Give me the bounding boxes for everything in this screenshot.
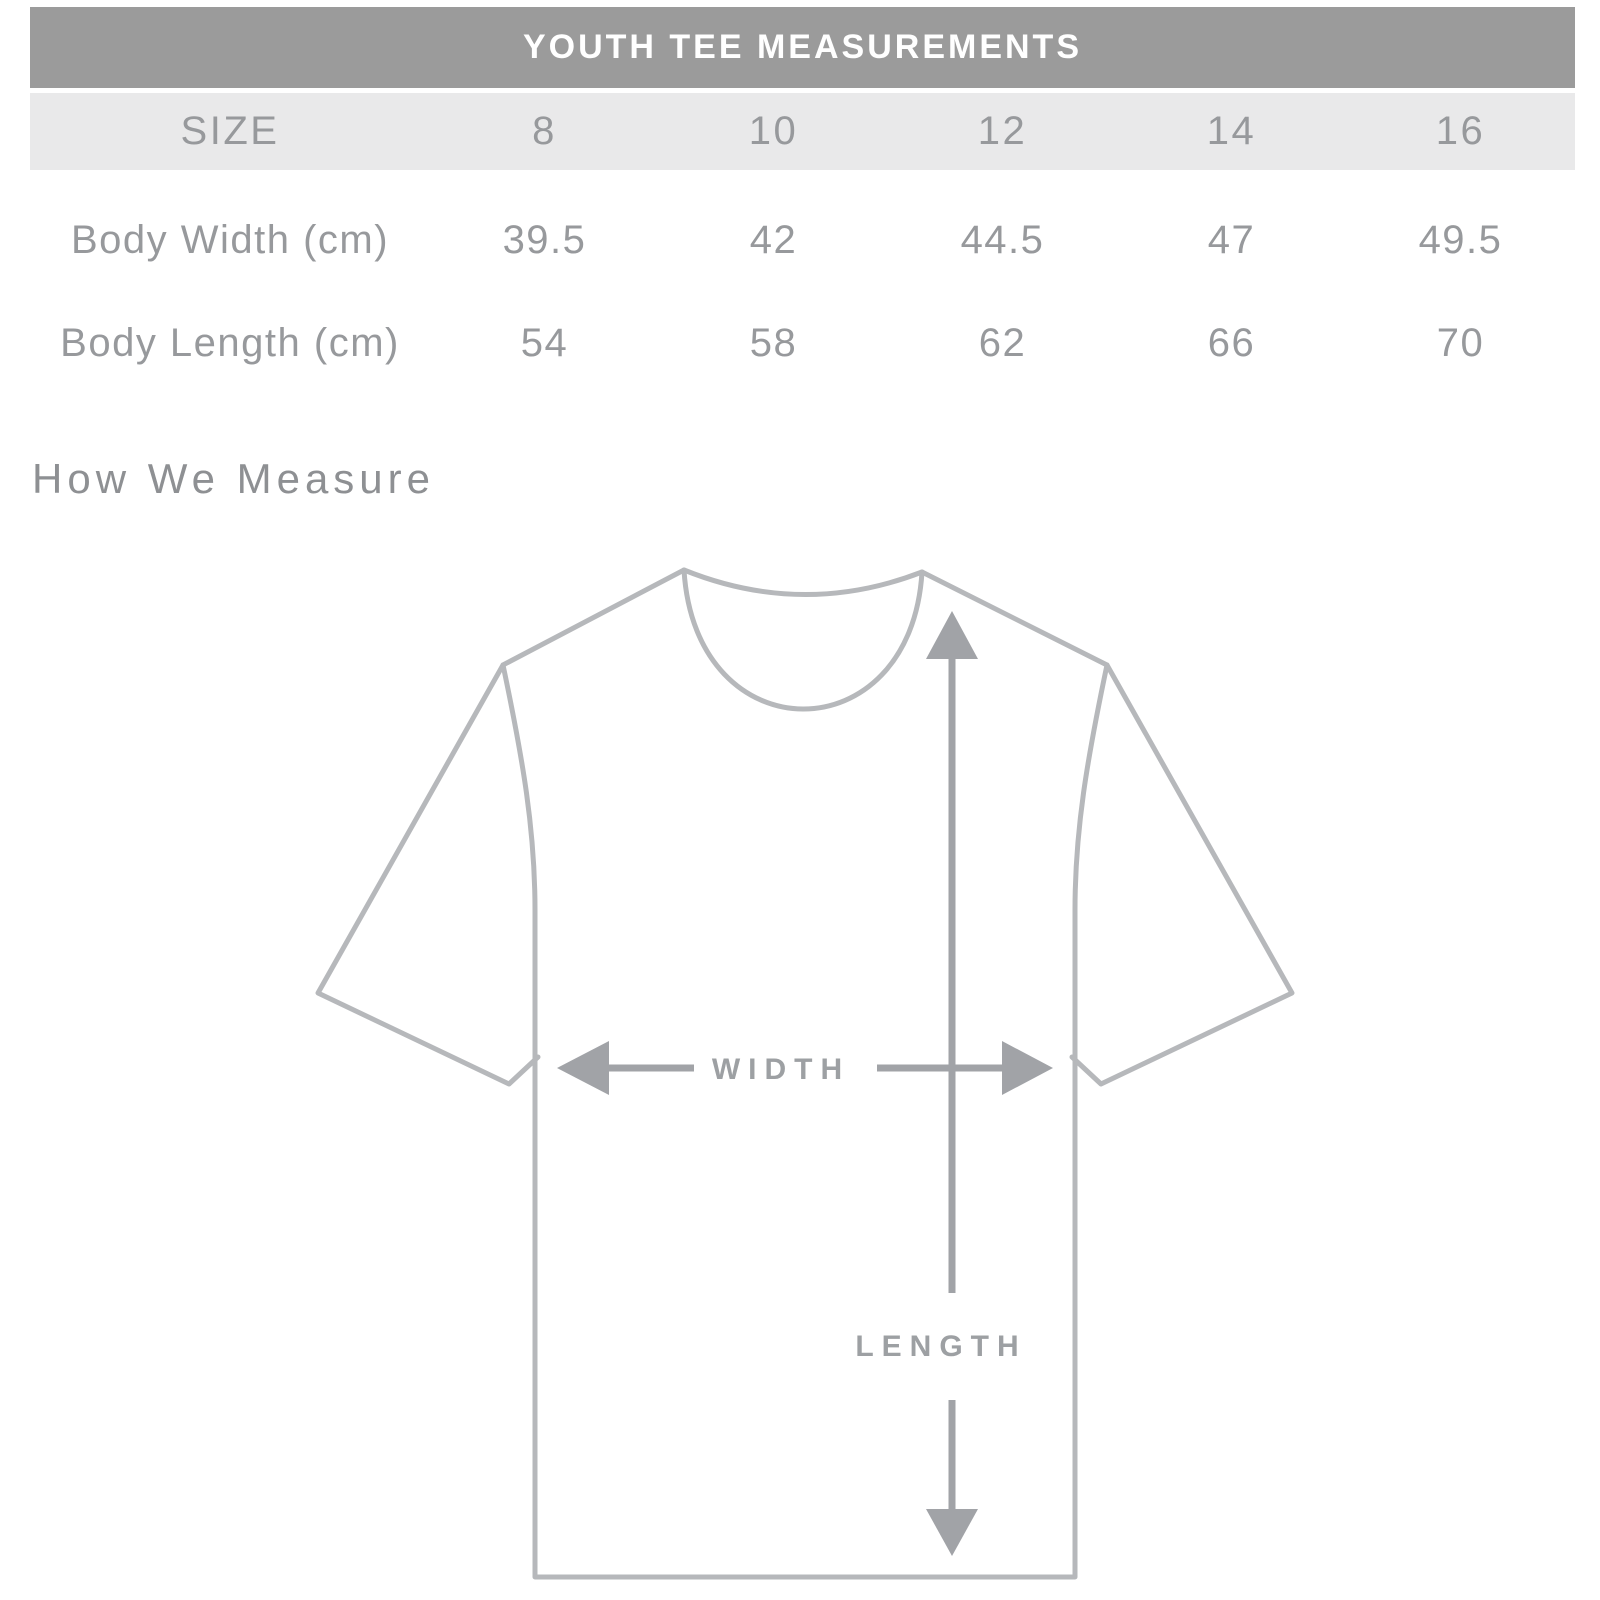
row-label: Body Length (cm) (60, 320, 400, 365)
measurement-value: 44.5 (960, 217, 1045, 262)
measurement-value: 70 (1436, 320, 1485, 365)
measurement-value: 62 (978, 320, 1027, 365)
length-label: LENGTH (855, 1330, 1026, 1363)
how-we-measure-heading: How We Measure (32, 455, 436, 502)
body-width-row: Body Width (cm) 39.5 42 44.5 47 49.5 (30, 190, 1575, 290)
size-column-header: 8 (532, 109, 557, 153)
row-label: Body Width (cm) (70, 217, 390, 262)
measurement-value: 54 (520, 320, 569, 365)
measurement-value: 39.5 (502, 217, 587, 262)
size-column-header: 14 (1206, 109, 1257, 153)
length-arrow-head-top (926, 611, 978, 659)
length-arrow (926, 611, 978, 1556)
size-column-header: 12 (977, 109, 1028, 153)
measurement-value: 47 (1207, 217, 1256, 262)
measurement-value: 58 (749, 320, 798, 365)
width-arrow-head-left (557, 1041, 609, 1095)
table-size-header-row: SIZE 8 10 12 14 16 (30, 93, 1575, 170)
measurement-value: 42 (749, 217, 798, 262)
length-arrow-head-bottom (926, 1509, 978, 1556)
table-title: YOUTH TEE MEASUREMENTS (522, 28, 1083, 66)
tee-collar-front (681, 567, 925, 712)
measurement-value: 66 (1207, 320, 1256, 365)
size-column-header: 16 (1435, 109, 1486, 153)
size-header-label: SIZE (180, 109, 280, 153)
tee-left-sleeve (315, 567, 687, 1087)
tee-collar-back (681, 567, 925, 597)
size-column-header: 10 (748, 109, 799, 153)
measurement-value: 49.5 (1418, 217, 1503, 262)
width-arrow-head-right (1002, 1041, 1053, 1095)
tee-right-sleeve (919, 569, 1295, 1087)
width-label: WIDTH (712, 1053, 850, 1086)
tee-body-outline (500, 662, 1110, 1580)
body-length-row: Body Length (cm) 54 58 62 66 70 (30, 293, 1575, 393)
table-title-bar: YOUTH TEE MEASUREMENTS (30, 7, 1575, 88)
tee-outline (315, 567, 1295, 1580)
width-arrow (557, 1041, 1053, 1095)
